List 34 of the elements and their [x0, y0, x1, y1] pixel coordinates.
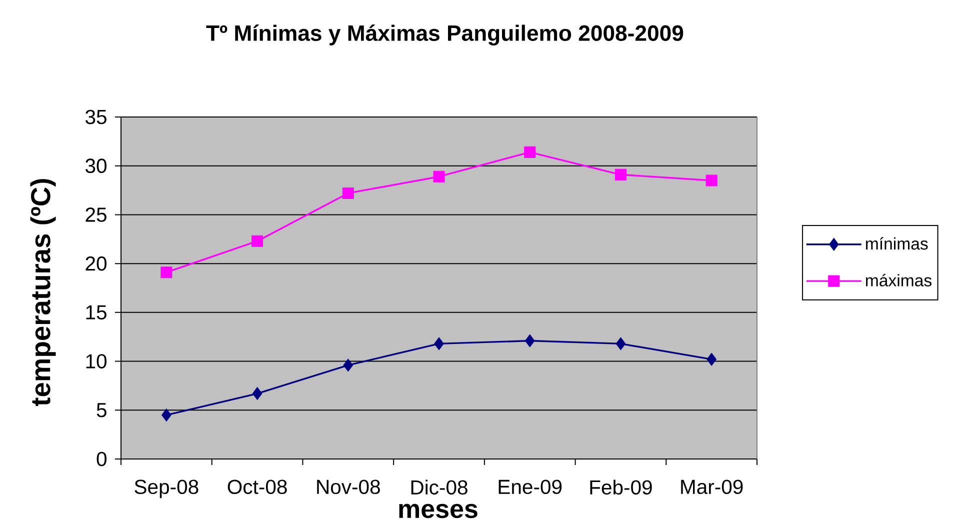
legend-label: mínimas	[866, 237, 928, 250]
legend-label: máximas	[866, 274, 932, 286]
x-tick-label: Sep-08	[134, 480, 198, 498]
point	[252, 387, 262, 400]
y-axis-title: temperaturas (ºC)	[30, 179, 56, 406]
point	[706, 174, 718, 186]
point	[343, 358, 354, 372]
x-tick-label: Oct-08	[228, 480, 287, 494]
y-tick-label: 15	[86, 305, 106, 320]
point	[162, 408, 172, 422]
y-tick-label: 20	[86, 256, 106, 271]
x-axis-title: meses	[399, 504, 478, 518]
point	[524, 146, 536, 158]
y-tick-label: 35	[86, 110, 106, 124]
y-tick-label: 25	[86, 208, 106, 222]
point	[433, 170, 445, 182]
point	[524, 334, 535, 348]
x-tick-label: Feb-09	[590, 480, 652, 495]
y-tick-label: 5	[96, 403, 106, 418]
chart-title: Tº Mínimas y Máximas Panguilemo 2008-2009	[206, 24, 684, 46]
x-tick-label: Nov-08	[317, 480, 380, 494]
point	[342, 187, 354, 199]
point	[434, 337, 444, 350]
x-tick-label: Ene-09	[498, 480, 562, 494]
point	[252, 235, 264, 247]
point	[614, 168, 626, 180]
point	[616, 337, 626, 350]
x-tick-label: Dic-08	[411, 480, 468, 495]
y-tick-label: 0	[96, 452, 106, 466]
y-tick-label: 10	[86, 354, 106, 368]
y-tick-label: 30	[86, 158, 106, 174]
point	[160, 266, 172, 278]
point	[706, 352, 716, 366]
x-tick-label: Mar-09	[681, 480, 743, 494]
